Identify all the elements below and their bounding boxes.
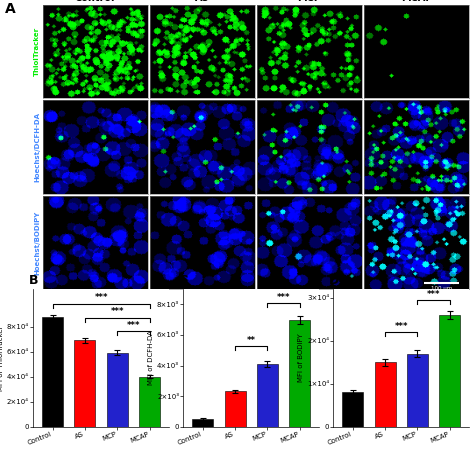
Bar: [225, 392, 246, 427]
Bar: [439, 315, 460, 427]
Bar: [107, 353, 128, 427]
Text: ***: ***: [127, 321, 140, 330]
Text: ***: ***: [427, 290, 440, 299]
Bar: [192, 419, 213, 427]
Text: Hoechst/DCFH-DA: Hoechst/DCFH-DA: [34, 112, 40, 182]
Bar: [139, 377, 160, 427]
Text: ThiolTracker: ThiolTracker: [34, 27, 40, 76]
Bar: [374, 362, 396, 427]
Bar: [407, 354, 428, 427]
Text: C: C: [179, 274, 188, 287]
Text: ***: ***: [394, 322, 408, 331]
Text: ***: ***: [277, 293, 290, 302]
Text: Hoechst/BODIPY: Hoechst/BODIPY: [34, 210, 40, 274]
Text: D: D: [328, 274, 339, 287]
Y-axis label: MFI of DCFH-DA: MFI of DCFH-DA: [148, 330, 154, 385]
Bar: [42, 317, 63, 427]
Text: ***: ***: [94, 293, 108, 302]
Text: 100 μm: 100 μm: [431, 286, 452, 292]
Y-axis label: MFI of BODIPY: MFI of BODIPY: [298, 334, 304, 382]
Text: B: B: [28, 274, 38, 287]
Text: A: A: [5, 2, 16, 17]
Text: MCP: MCP: [298, 0, 321, 3]
Bar: [289, 319, 310, 427]
Y-axis label: MFI of ThiolTracker: MFI of ThiolTracker: [0, 325, 4, 391]
Text: Control: Control: [75, 0, 115, 3]
Bar: [342, 392, 363, 427]
Text: ***: ***: [110, 307, 124, 316]
Text: MCAP: MCAP: [401, 0, 433, 3]
Bar: [74, 340, 95, 427]
Bar: [257, 364, 278, 427]
Text: **: **: [247, 336, 255, 345]
Text: AS: AS: [195, 0, 210, 3]
